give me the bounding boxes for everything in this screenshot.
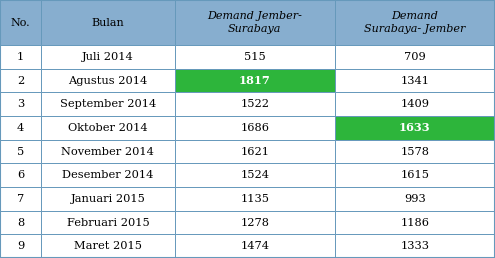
Bar: [175, 187, 335, 211]
Bar: [175, 92, 335, 116]
Bar: [175, 234, 335, 258]
Bar: [0, 0, 41, 45]
Text: 1686: 1686: [240, 123, 269, 133]
Bar: [175, 116, 335, 140]
Bar: [0, 211, 41, 234]
Text: 1474: 1474: [240, 241, 269, 251]
Bar: [0, 45, 41, 69]
Bar: [335, 92, 495, 116]
Bar: [41, 0, 175, 45]
Bar: [41, 140, 175, 163]
Bar: [175, 0, 335, 45]
Text: 7: 7: [17, 194, 24, 204]
Text: Februari 2015: Februari 2015: [66, 217, 149, 228]
Text: Januari 2015: Januari 2015: [70, 194, 146, 204]
Bar: [41, 45, 175, 69]
Bar: [335, 211, 495, 234]
Text: Demand
Surabaya- Jember: Demand Surabaya- Jember: [364, 11, 465, 34]
Bar: [41, 69, 175, 92]
Bar: [41, 187, 175, 211]
Text: 5: 5: [17, 147, 24, 157]
Bar: [335, 234, 495, 258]
Text: September 2014: September 2014: [60, 99, 156, 109]
Text: No.: No.: [11, 18, 30, 28]
Bar: [175, 140, 335, 163]
Text: 2: 2: [17, 76, 24, 86]
Text: 1278: 1278: [240, 217, 269, 228]
Text: Maret 2015: Maret 2015: [74, 241, 142, 251]
Bar: [0, 69, 41, 92]
Text: 1615: 1615: [400, 170, 429, 180]
Bar: [41, 211, 175, 234]
Text: 3: 3: [17, 99, 24, 109]
Text: Demand Jember-
Surabaya: Demand Jember- Surabaya: [207, 11, 302, 34]
Bar: [335, 45, 495, 69]
Text: Juli 2014: Juli 2014: [82, 52, 134, 62]
Bar: [175, 163, 335, 187]
Text: 515: 515: [244, 52, 265, 62]
Text: 1333: 1333: [400, 241, 429, 251]
Text: 1524: 1524: [240, 170, 269, 180]
Bar: [41, 163, 175, 187]
Text: 1633: 1633: [399, 123, 431, 133]
Bar: [175, 69, 335, 92]
Text: 6: 6: [17, 170, 24, 180]
Text: Bulan: Bulan: [92, 18, 124, 28]
Text: 8: 8: [17, 217, 24, 228]
Bar: [335, 140, 495, 163]
Bar: [41, 234, 175, 258]
Bar: [0, 234, 41, 258]
Text: 1: 1: [17, 52, 24, 62]
Text: 1817: 1817: [239, 75, 271, 86]
Bar: [335, 69, 495, 92]
Bar: [335, 0, 495, 45]
Bar: [41, 116, 175, 140]
Bar: [0, 92, 41, 116]
Text: 993: 993: [404, 194, 426, 204]
Text: 1341: 1341: [400, 76, 429, 86]
Bar: [335, 163, 495, 187]
Bar: [335, 116, 495, 140]
Text: Agustus 2014: Agustus 2014: [68, 76, 148, 86]
Bar: [175, 211, 335, 234]
Bar: [175, 45, 335, 69]
Text: 1522: 1522: [240, 99, 269, 109]
Text: 1135: 1135: [240, 194, 269, 204]
Text: 709: 709: [404, 52, 426, 62]
Text: 9: 9: [17, 241, 24, 251]
Text: 1186: 1186: [400, 217, 429, 228]
Text: Desember 2014: Desember 2014: [62, 170, 153, 180]
Bar: [0, 140, 41, 163]
Text: Oktober 2014: Oktober 2014: [68, 123, 148, 133]
Text: 1409: 1409: [400, 99, 429, 109]
Bar: [41, 92, 175, 116]
Bar: [0, 163, 41, 187]
Bar: [0, 187, 41, 211]
Text: November 2014: November 2014: [61, 147, 154, 157]
Text: 1621: 1621: [240, 147, 269, 157]
Bar: [0, 116, 41, 140]
Bar: [335, 187, 495, 211]
Text: 1578: 1578: [400, 147, 429, 157]
Text: 4: 4: [17, 123, 24, 133]
